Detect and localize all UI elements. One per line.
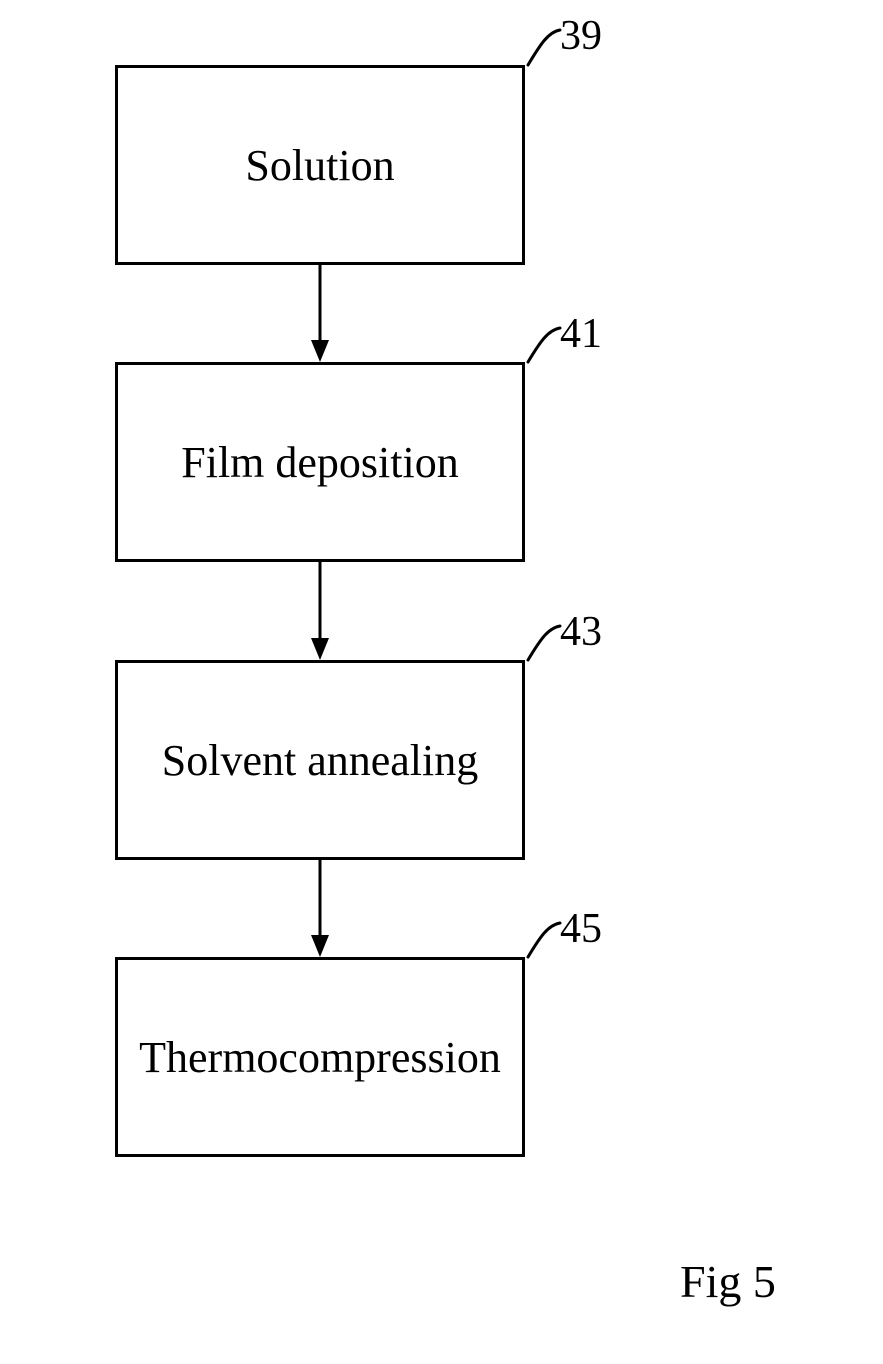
flowchart-box-label: Solution bbox=[245, 140, 394, 191]
flowchart-box-label: Thermocompression bbox=[139, 1032, 501, 1083]
flowchart-box-thermocompression: Thermocompression bbox=[115, 957, 525, 1157]
reference-number-43: 43 bbox=[560, 608, 602, 656]
flowchart-box-solution: Solution bbox=[115, 65, 525, 265]
flowchart-box-label: Solvent annealing bbox=[162, 735, 479, 786]
figure-caption: Fig 5 bbox=[680, 1255, 776, 1308]
flowchart-box-film-deposition: Film deposition bbox=[115, 362, 525, 562]
reference-number-45: 45 bbox=[560, 905, 602, 953]
flowchart-canvas: Solution 39 Film deposition 41 Solvent a… bbox=[0, 0, 883, 1364]
reference-number-39: 39 bbox=[560, 12, 602, 60]
reference-number-41: 41 bbox=[560, 310, 602, 358]
flowchart-box-label: Film deposition bbox=[181, 437, 458, 488]
flowchart-box-solvent-annealing: Solvent annealing bbox=[115, 660, 525, 860]
